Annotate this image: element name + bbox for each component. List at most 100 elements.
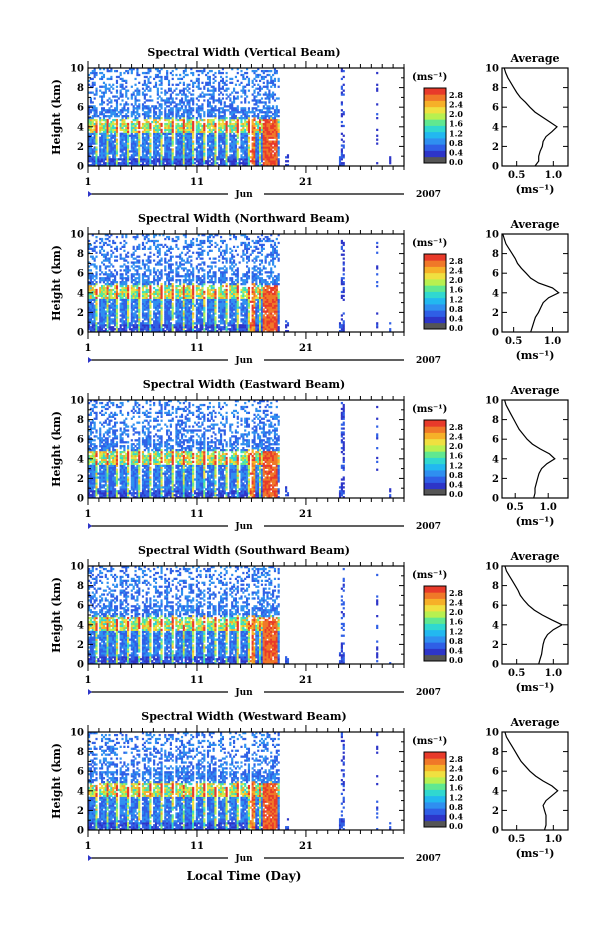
heatmap-cell xyxy=(132,118,135,122)
heatmap-cell xyxy=(199,156,202,159)
heatmap-cell xyxy=(128,156,132,159)
heatmap-cell xyxy=(101,75,104,79)
heatmap-cell xyxy=(145,269,148,272)
heatmap-cell xyxy=(89,320,93,323)
heatmap-cell xyxy=(166,322,169,325)
heatmap-cell xyxy=(190,79,193,83)
heatmap-cell xyxy=(130,328,133,331)
heatmap-cell xyxy=(145,263,148,266)
heatmap-cell xyxy=(138,330,141,333)
heatmap-cell xyxy=(101,136,104,139)
heatmap-cell xyxy=(206,71,210,75)
heatmap-cell xyxy=(145,304,148,307)
heatmap-cell xyxy=(231,126,234,130)
heatmap-cell xyxy=(101,156,104,159)
heatmap-cell xyxy=(208,101,211,104)
heatmap-cell xyxy=(136,71,139,75)
heatmap-cell xyxy=(136,261,139,264)
heatmap-cell xyxy=(173,101,176,104)
heatmap-cell xyxy=(93,300,96,303)
heatmap-cell xyxy=(234,140,238,143)
heatmap-cell xyxy=(266,93,269,96)
heatmap-cell xyxy=(106,69,109,73)
heatmap-cell xyxy=(190,144,193,147)
heatmap-cell xyxy=(153,281,156,284)
heatmap-cell xyxy=(115,138,119,141)
heatmap-cell xyxy=(154,263,158,266)
heatmap-cell xyxy=(132,294,135,298)
heatmap-cell xyxy=(88,73,91,77)
heatmap-cell xyxy=(95,302,98,305)
heatmap-cell xyxy=(203,124,206,128)
heatmap-cell xyxy=(169,324,172,327)
heatmap-cell xyxy=(95,160,98,163)
heatmap-cell xyxy=(114,158,117,161)
heatmap-cell xyxy=(108,117,111,120)
heatmap-cell xyxy=(104,158,107,161)
heatmap-cell xyxy=(275,97,278,100)
heatmap-cell xyxy=(262,132,265,135)
heatmap-cell xyxy=(160,290,163,294)
heatmap-cell xyxy=(186,296,189,299)
heatmap-cell xyxy=(91,81,94,84)
heatmap-cell xyxy=(145,122,148,126)
heatmap-cell xyxy=(179,158,182,161)
heatmap-cell xyxy=(110,77,113,81)
heatmap-cell xyxy=(102,253,106,256)
heatmap-cell xyxy=(89,294,93,298)
heatmap-cell xyxy=(149,310,152,313)
heatmap-cell xyxy=(338,158,342,161)
heatmap-cell xyxy=(182,81,185,84)
heatmap-cell xyxy=(106,234,109,237)
heatmap-cell xyxy=(206,140,210,143)
heatmap-cell xyxy=(101,154,104,157)
heatmap-cell xyxy=(125,271,128,274)
heatmap-cell xyxy=(115,245,119,249)
heatmap-cell xyxy=(110,281,113,284)
heatmap-cell xyxy=(149,107,152,110)
heatmap-cell xyxy=(223,128,226,132)
heatmap-cell xyxy=(114,294,117,298)
heatmap-cell xyxy=(143,128,146,132)
heatmap-cell xyxy=(143,111,146,114)
heatmap-cell xyxy=(101,122,104,126)
heatmap-cell xyxy=(218,101,221,104)
heatmap-cell xyxy=(158,312,161,315)
heatmap-cell xyxy=(180,146,184,149)
heatmap-cell xyxy=(232,126,236,130)
heatmap-cell xyxy=(253,118,256,122)
heatmap-cell xyxy=(147,81,150,84)
heatmap-cell xyxy=(141,142,145,145)
heatmap-cell xyxy=(134,279,137,282)
heatmap-cell xyxy=(171,107,174,110)
heatmap-cell xyxy=(145,154,148,157)
heatmap-cell xyxy=(236,158,239,161)
heatmap-cell xyxy=(182,296,185,299)
heatmap-cell xyxy=(175,111,178,114)
heatmap-cell xyxy=(164,324,167,327)
heatmap-cell xyxy=(115,273,119,276)
heatmap-cell xyxy=(277,124,280,128)
heatmap-cell xyxy=(101,118,104,122)
heatmap-cell xyxy=(177,326,180,329)
heatmap-cell xyxy=(123,243,126,247)
heatmap-cell xyxy=(156,326,159,329)
heatmap-cell xyxy=(119,294,122,298)
heatmap-cell xyxy=(186,286,189,290)
heatmap-cell xyxy=(147,330,150,333)
heatmap-cell xyxy=(158,243,161,247)
heatmap-cell xyxy=(167,286,171,290)
heatmap-cell xyxy=(130,308,133,311)
heatmap-cell xyxy=(203,118,206,122)
heatmap-cell xyxy=(164,132,167,135)
heatmap-cell xyxy=(138,314,141,317)
heatmap-cell xyxy=(275,160,278,163)
heatmap-cell xyxy=(102,85,106,88)
heatmap-cell xyxy=(115,302,119,305)
heatmap-cell xyxy=(259,146,262,149)
heatmap-cell xyxy=(95,308,98,311)
heatmap-cell xyxy=(99,126,102,130)
heatmap-cell xyxy=(91,77,94,81)
heatmap-cell xyxy=(182,304,185,307)
heatmap-cell xyxy=(236,136,239,139)
